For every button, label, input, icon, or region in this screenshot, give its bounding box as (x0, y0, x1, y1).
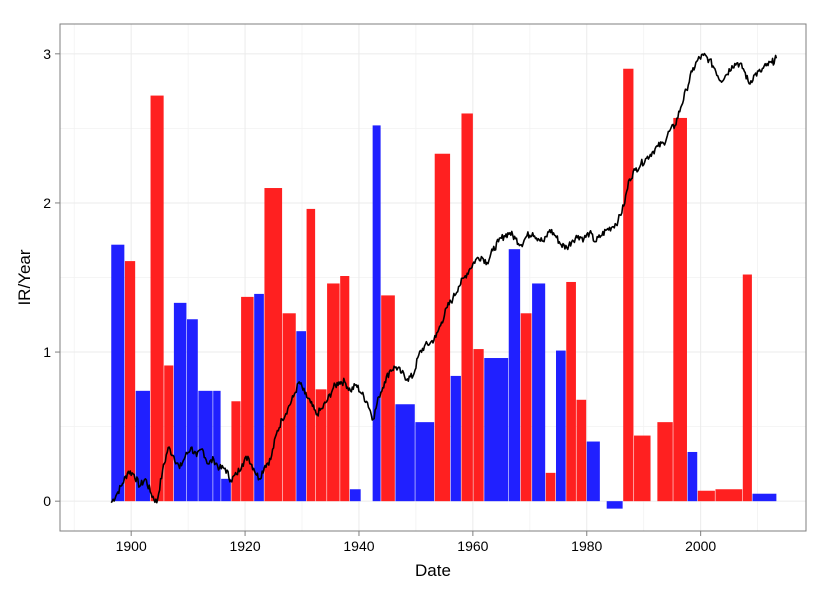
x-tick-label: 1900 (116, 538, 147, 554)
bar-31 (520, 313, 532, 502)
bar-14 (282, 313, 296, 502)
bar-20 (349, 489, 361, 502)
bar-23 (395, 404, 415, 502)
x-axis-title: Date (415, 561, 451, 580)
bar-40 (634, 435, 651, 502)
bar-19 (340, 276, 350, 502)
bar-33 (545, 472, 556, 502)
bar-5 (173, 302, 187, 502)
bars-layer (111, 68, 777, 509)
bar-25 (434, 153, 451, 502)
axis-layer: 1900 1920 1940 1960 1980 2000 0 1 2 3 (43, 46, 716, 554)
bar-17 (315, 389, 327, 502)
bar-15 (296, 331, 307, 502)
bar-46 (742, 274, 752, 502)
line-layer (110, 52, 778, 504)
x-tick-label: 1980 (571, 538, 602, 554)
bar-7 (198, 390, 213, 502)
bar-29 (484, 358, 509, 502)
bar-1 (124, 261, 136, 502)
bar-3 (150, 95, 164, 502)
bar-30 (508, 249, 521, 502)
bar-41 (657, 422, 673, 502)
bar-45 (715, 489, 743, 502)
bar-39 (623, 68, 634, 502)
x-tick-label: 1960 (457, 538, 488, 554)
bar-4 (164, 365, 174, 502)
bar-43 (687, 451, 698, 502)
bar-38 (606, 501, 623, 509)
bar-22 (381, 295, 395, 502)
bar-27 (461, 113, 473, 502)
bar-12 (254, 293, 264, 502)
y-tick-label: 2 (43, 195, 51, 211)
bar-32 (532, 283, 546, 502)
bar-9 (221, 478, 231, 502)
bar-6 (186, 319, 198, 502)
y-tick-label: 1 (43, 344, 51, 360)
bar-35 (566, 281, 576, 502)
y-tick-label: 3 (43, 46, 51, 62)
bar-0 (111, 244, 125, 502)
bar-26 (450, 375, 461, 502)
bar-13 (264, 188, 283, 502)
bar-44 (697, 490, 715, 502)
y-tick-label: 0 (43, 493, 51, 509)
bar-36 (576, 399, 587, 502)
bar-18 (327, 283, 340, 502)
bar-10 (231, 401, 241, 502)
bar-24 (415, 422, 435, 502)
bar-47 (752, 493, 777, 502)
x-tick-label: 1920 (229, 538, 260, 554)
bar-28 (473, 349, 484, 502)
bar-42 (673, 117, 687, 502)
bar-37 (586, 441, 600, 502)
bar-16 (306, 208, 316, 502)
bar-11 (241, 296, 254, 502)
y-axis-title: IR/Year (15, 249, 34, 305)
panel-border (59, 23, 807, 532)
x-tick-label: 1940 (343, 538, 374, 554)
cumulative-line (110, 52, 778, 504)
bar-21 (372, 125, 381, 502)
bar-34 (556, 350, 566, 502)
x-tick-label: 2000 (685, 538, 716, 554)
bar-2 (135, 390, 150, 502)
bar-8 (213, 390, 221, 502)
